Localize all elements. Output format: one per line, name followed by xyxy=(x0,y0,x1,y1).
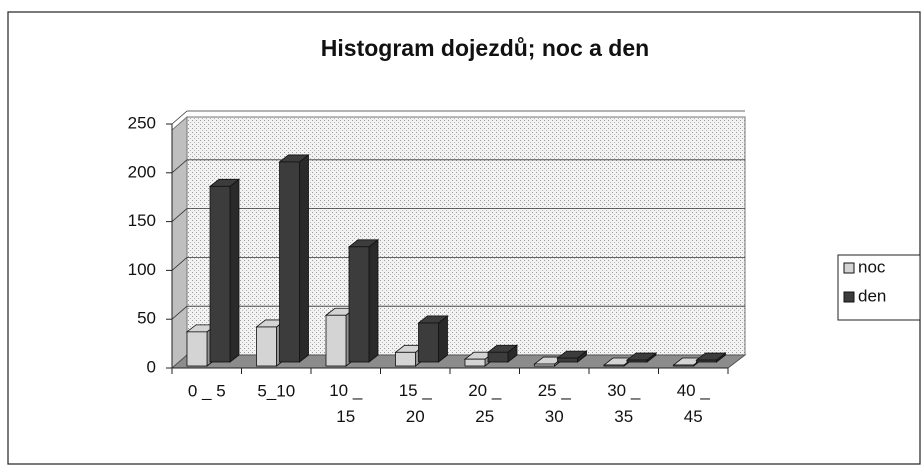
legend-swatch xyxy=(843,262,855,274)
back-wall xyxy=(186,116,746,356)
bar xyxy=(696,359,717,363)
x-tick-label: 15 _ 20 xyxy=(399,381,433,426)
x-tick-label: 5_10 xyxy=(257,381,295,400)
bar xyxy=(209,185,231,363)
x-tick-label: 25 _ 30 xyxy=(538,381,572,426)
bar xyxy=(603,364,625,367)
legend-swatch xyxy=(843,291,855,303)
grid-line-side xyxy=(171,110,188,125)
y-tick-label: 150 xyxy=(128,211,156,230)
bar xyxy=(557,357,578,363)
bar xyxy=(534,363,555,367)
y-tick-label: 100 xyxy=(128,260,156,279)
y-tick-label: 250 xyxy=(128,113,156,132)
legend-label: den xyxy=(858,286,886,305)
bar-side xyxy=(299,154,309,363)
x-tick-label: 30 _ 35 xyxy=(607,381,641,426)
bar xyxy=(256,326,277,367)
legend-label: noc xyxy=(858,257,886,276)
side-wall xyxy=(171,115,188,370)
y-tick-label: 0 xyxy=(147,357,156,376)
grid-line-side xyxy=(171,257,188,271)
chart-title: Histogram dojezdů; noc a den xyxy=(321,35,649,61)
grid-line-side xyxy=(171,159,188,174)
grid-line-side xyxy=(171,305,188,320)
bar xyxy=(626,359,648,363)
x-tick-label: 20 _ 25 xyxy=(468,381,502,426)
grid-line-side xyxy=(171,208,188,222)
bar xyxy=(673,364,694,367)
bar-side xyxy=(229,178,240,363)
bar xyxy=(464,358,486,367)
bar xyxy=(325,314,347,367)
bar xyxy=(348,246,370,363)
bar xyxy=(418,322,439,363)
x-tick-label: 10 _ 15 xyxy=(329,381,363,426)
x-tick-label: 0 _ 5 xyxy=(188,381,226,400)
y-tick-label: 200 xyxy=(128,162,156,181)
bar xyxy=(395,351,416,367)
bar xyxy=(487,351,509,363)
bar xyxy=(279,161,300,363)
x-tick-label: 40 _ 45 xyxy=(677,381,711,426)
bar xyxy=(186,331,208,367)
bar-side xyxy=(438,315,448,363)
bar-side xyxy=(368,239,379,363)
y-tick-label: 50 xyxy=(137,309,156,328)
